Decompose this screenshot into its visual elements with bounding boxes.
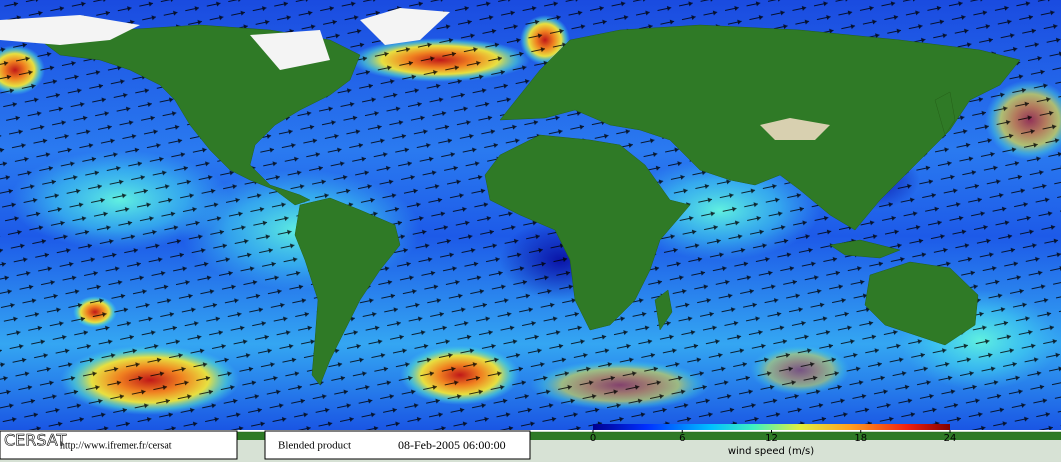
tick-label: 24 [944, 433, 957, 444]
colorbar-title: wind speed (m/s) [728, 446, 814, 457]
plateau [760, 118, 830, 140]
colorbar [593, 424, 950, 430]
tick-label: 18 [854, 433, 867, 444]
product: Blended product [278, 440, 351, 452]
product-box [264, 430, 531, 460]
tick-label: 0 [590, 433, 596, 444]
tick-label: 12 [765, 433, 778, 444]
url-box [0, 430, 238, 460]
logo: CERSAT [4, 431, 67, 450]
colorbar-ticks: 0 6 12 18 24 [590, 430, 957, 444]
tick-label: 6 [679, 433, 685, 444]
footer: CERSAT http://www.ifremer.fr/cersat Blen… [0, 424, 957, 460]
timestamp: 08-Feb-2005 06:00:00 [398, 438, 506, 452]
url: http://www.ifremer.fr/cersat [60, 440, 172, 451]
